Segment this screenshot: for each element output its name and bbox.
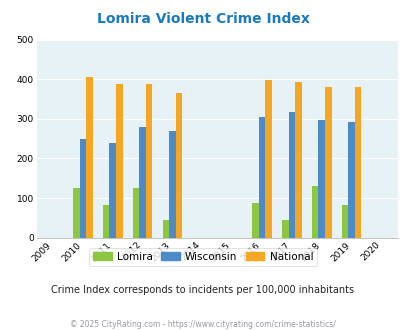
Bar <box>79 139 86 238</box>
Bar <box>175 93 182 238</box>
Text: Lomira Violent Crime Index: Lomira Violent Crime Index <box>96 12 309 25</box>
Bar <box>102 205 109 238</box>
Bar <box>318 119 324 238</box>
Bar <box>252 203 258 238</box>
Bar <box>145 84 152 238</box>
Bar <box>347 121 354 238</box>
Bar <box>264 81 271 238</box>
Bar <box>311 186 318 238</box>
Bar <box>86 77 92 238</box>
Bar <box>281 220 288 238</box>
Bar <box>288 112 294 238</box>
Text: © 2025 CityRating.com - https://www.cityrating.com/crime-statistics/: © 2025 CityRating.com - https://www.city… <box>70 320 335 329</box>
Bar <box>324 87 331 238</box>
Bar <box>162 220 169 238</box>
Bar <box>294 82 301 238</box>
Bar <box>169 131 175 238</box>
Bar <box>354 87 360 238</box>
Bar <box>258 117 264 238</box>
Bar <box>132 188 139 238</box>
Bar <box>139 127 145 238</box>
Bar <box>73 188 79 238</box>
Text: Crime Index corresponds to incidents per 100,000 inhabitants: Crime Index corresponds to incidents per… <box>51 285 354 295</box>
Bar <box>341 205 347 238</box>
Bar <box>116 84 122 238</box>
Legend: Lomira, Wisconsin, National: Lomira, Wisconsin, National <box>88 248 317 266</box>
Bar <box>109 143 116 238</box>
